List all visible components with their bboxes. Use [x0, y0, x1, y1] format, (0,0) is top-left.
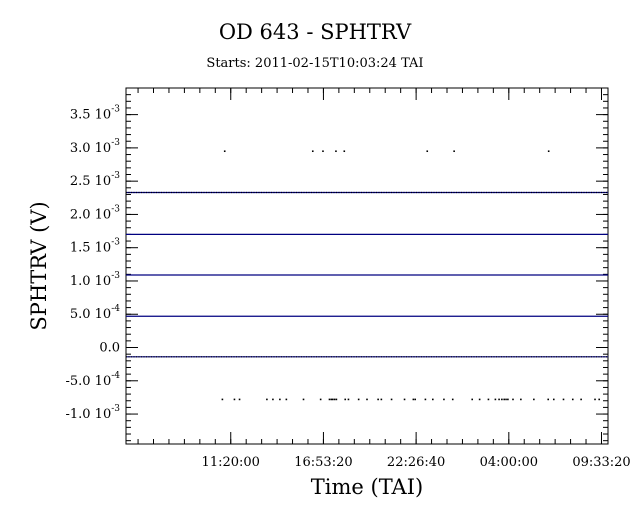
- data-point: [507, 398, 509, 401]
- y-tick-exponent: -3: [111, 238, 120, 248]
- x-tick-label: 22:26:40: [387, 455, 445, 470]
- x-tick-label: 11:20:00: [202, 455, 260, 470]
- data-point: [432, 398, 434, 401]
- chart-title: OD 643 - SPHTRV: [219, 20, 412, 44]
- data-point: [494, 398, 497, 401]
- data-point: [285, 398, 288, 401]
- y-tick-label: -1.0 10-3: [65, 404, 120, 422]
- data-point: [331, 398, 334, 401]
- data-point: [302, 398, 305, 401]
- data-point: [478, 398, 481, 401]
- data-point: [571, 398, 574, 401]
- y-tick-label: 5.0 10-4: [70, 304, 120, 322]
- data-point: [377, 398, 379, 401]
- y-tick-label: 2.5 10-3: [70, 171, 120, 189]
- data-point: [512, 398, 514, 401]
- x-tick-label: 09:33:20: [572, 455, 630, 470]
- data-point: [503, 398, 505, 401]
- plot-frame: [125, 87, 609, 445]
- data-point: [272, 398, 274, 401]
- data-point: [335, 150, 337, 153]
- y-tick-label: 3.0 10-3: [70, 138, 120, 156]
- data-point: [344, 398, 347, 401]
- y-tick-label: 1.5 10-3: [70, 238, 120, 256]
- data-point: [347, 398, 350, 401]
- y-tick-exponent: -3: [111, 138, 120, 148]
- y-tick-label: -5.0 10-4: [65, 371, 120, 389]
- data-point: [451, 398, 454, 401]
- data-point: [390, 398, 393, 401]
- data-point: [547, 150, 550, 153]
- data-point: [505, 398, 507, 401]
- y-tick-exponent: -4: [111, 304, 120, 314]
- data-point: [580, 398, 582, 401]
- data-point: [223, 150, 226, 153]
- chart-subtitle: Starts: 2011-02-15T10:03:24 TAI: [206, 56, 423, 71]
- data-point: [598, 398, 600, 401]
- data-point: [426, 150, 429, 153]
- data-point: [266, 398, 268, 401]
- data-point: [319, 398, 322, 401]
- y-tick-label: 1.0 10-3: [70, 271, 120, 289]
- data-point: [498, 398, 500, 401]
- data-point: [357, 398, 360, 401]
- y-tick-label: 3.5 10-3: [70, 105, 120, 123]
- data-point: [412, 398, 415, 401]
- data-point: [453, 150, 455, 153]
- y-tick-exponent: -4: [111, 371, 120, 381]
- data-point: [424, 398, 427, 401]
- data-point: [366, 398, 368, 401]
- data-point: [335, 398, 338, 401]
- y-tick-labels: 3.5 10-3 3.0 10-3 2.5 10-3 2.0 10-3 1.5 10-3…: [65, 105, 120, 422]
- data-point: [238, 398, 241, 401]
- data-point: [443, 398, 445, 401]
- data-point: [487, 398, 490, 401]
- axis-ticks: [126, 87, 608, 444]
- data-point: [279, 398, 281, 401]
- data-point: [221, 398, 224, 401]
- x-tick-label: 04:00:00: [480, 455, 538, 470]
- data-point: [233, 398, 236, 401]
- data-point: [333, 398, 336, 401]
- series-points: [221, 150, 600, 401]
- data-point: [330, 398, 333, 401]
- x-axis-label: Time (TAI): [311, 475, 423, 499]
- series-levels: [126, 191, 608, 358]
- data-point: [380, 398, 383, 401]
- data-point: [414, 398, 416, 401]
- y-tick-exponent: -3: [111, 204, 120, 214]
- data-point: [520, 398, 522, 401]
- data-point: [501, 398, 503, 401]
- y-tick-label: 0.0: [99, 341, 120, 356]
- data-point: [471, 398, 474, 401]
- y-tick-exponent: -3: [111, 271, 120, 281]
- data-point: [328, 398, 331, 401]
- data-point: [322, 150, 324, 153]
- data-point: [562, 398, 565, 401]
- data-point: [547, 398, 550, 401]
- data-point: [311, 150, 314, 153]
- y-tick-exponent: -3: [111, 404, 120, 414]
- y-tick-label: 2.0 10-3: [70, 204, 120, 222]
- data-point: [552, 398, 555, 401]
- x-tick-labels: 11:20:00 16:53:20 22:26:40 04:00:00 09:33:20: [202, 455, 630, 470]
- y-tick-exponent: -3: [111, 171, 120, 181]
- x-tick-label: 16:53:20: [294, 455, 352, 470]
- data-point: [343, 150, 346, 153]
- y-tick-exponent: -3: [111, 105, 120, 115]
- y-axis-label: SPHTRV (V): [27, 201, 51, 330]
- data-point: [403, 398, 406, 401]
- data-point: [533, 398, 535, 401]
- data-point: [594, 398, 596, 401]
